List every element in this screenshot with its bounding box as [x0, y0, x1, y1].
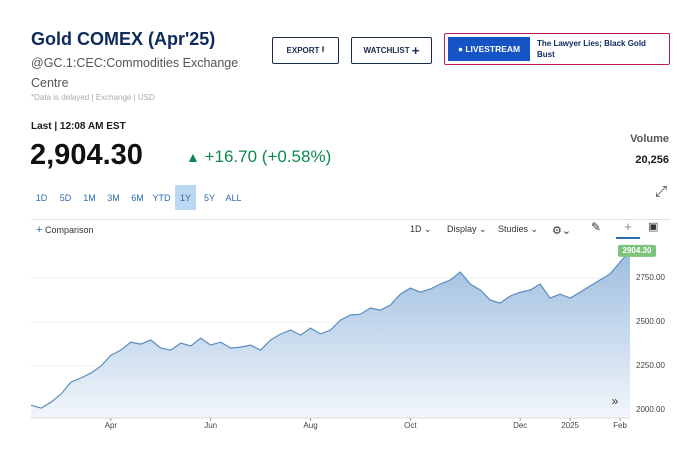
livestream-badge: ● LIVESTREAM [448, 37, 530, 61]
interval-label: 1D [410, 224, 422, 234]
area-fill [31, 250, 630, 418]
y-tick-label: 2250.00 [636, 361, 665, 370]
range-button[interactable]: 1M [83, 192, 96, 203]
symbol: @GC.1:CEC:Commodities Exchange Centre [31, 56, 239, 90]
last-time: Last | 12:08 AM EST [31, 121, 126, 132]
display-label: Display [447, 224, 477, 234]
scroll-end-button[interactable]: » [611, 394, 619, 408]
range-button[interactable]: 1Y [175, 185, 196, 210]
delay-note: *Data is delayed | Exchange | USD [31, 93, 155, 102]
crosshair-icon[interactable]: + [616, 219, 640, 239]
x-tick-label: Dec [513, 421, 527, 430]
display-select[interactable]: Display ⌄ [447, 224, 487, 234]
price-line [30, 250, 631, 409]
settings-icon[interactable]: ⚙⌄ [552, 225, 572, 237]
y-tick-label: 2750.00 [636, 273, 665, 282]
x-tick-label: Aug [303, 421, 317, 430]
expand-icon[interactable]: ⤢ [655, 183, 668, 200]
up-arrow: ▲ [186, 149, 200, 165]
watchlist-label: WATCHLIST [363, 46, 410, 55]
interval-select[interactable]: 1D ⌄ [410, 224, 432, 234]
studies-label: Studies [498, 224, 529, 234]
livestream-headline[interactable]: The Lawyer Lies; Black Gold Bust [537, 39, 646, 59]
export-button[interactable]: EXPORT ⭱ [272, 37, 339, 64]
range-bar: 1D 5D 1M 3M 6M YTD 1Y 5Y ALL [31, 185, 244, 210]
range-button[interactable]: 5D [59, 192, 72, 203]
range-button[interactable]: ALL [225, 192, 242, 203]
y-tick-label: 2500.00 [636, 317, 665, 326]
price-tag-box [618, 244, 656, 257]
volume: 20,256 [635, 154, 669, 166]
x-tick-label: Jun [204, 421, 217, 430]
toolbar-divider [31, 219, 670, 220]
title: Gold COMEX (Apr'25) [31, 29, 216, 49]
comparison-label: Comparison [44, 225, 94, 235]
price-tag: 2904.30 [623, 246, 652, 255]
volume-label: Volume [630, 133, 669, 145]
change-text: +16.70 (+0.58%) [204, 147, 332, 166]
change: ▲ +16.70 (+0.58%) [186, 147, 331, 167]
range-button[interactable]: 1D [35, 192, 48, 203]
livestream-box[interactable]: ● LIVESTREAM The Lawyer Lies; Black Gold… [444, 33, 670, 65]
livestream-label: LIVESTREAM [465, 44, 521, 54]
draw-icon[interactable]: ✎ [591, 220, 602, 234]
x-tick-label: Apr [105, 421, 118, 430]
studies-select[interactable]: Studies ⌄ [498, 224, 539, 234]
range-button[interactable]: 5Y [203, 192, 215, 203]
comparison-button[interactable]: + Comparison [36, 224, 94, 236]
range-button[interactable]: 3M [107, 192, 120, 203]
comment-icon[interactable]: ▣ [648, 221, 659, 233]
x-tick-label: Feb [613, 421, 627, 430]
range-button[interactable]: 6M [131, 192, 144, 203]
x-tick-label: Oct [404, 421, 417, 430]
watchlist-button[interactable]: WATCHLIST + [351, 37, 432, 64]
x-tick-label: 2025 [561, 421, 579, 430]
y-tick-label: 2000.00 [636, 405, 665, 414]
price: 2,904.30 [30, 139, 143, 171]
range-button[interactable]: YTD [152, 192, 171, 203]
export-label: EXPORT [286, 46, 320, 55]
